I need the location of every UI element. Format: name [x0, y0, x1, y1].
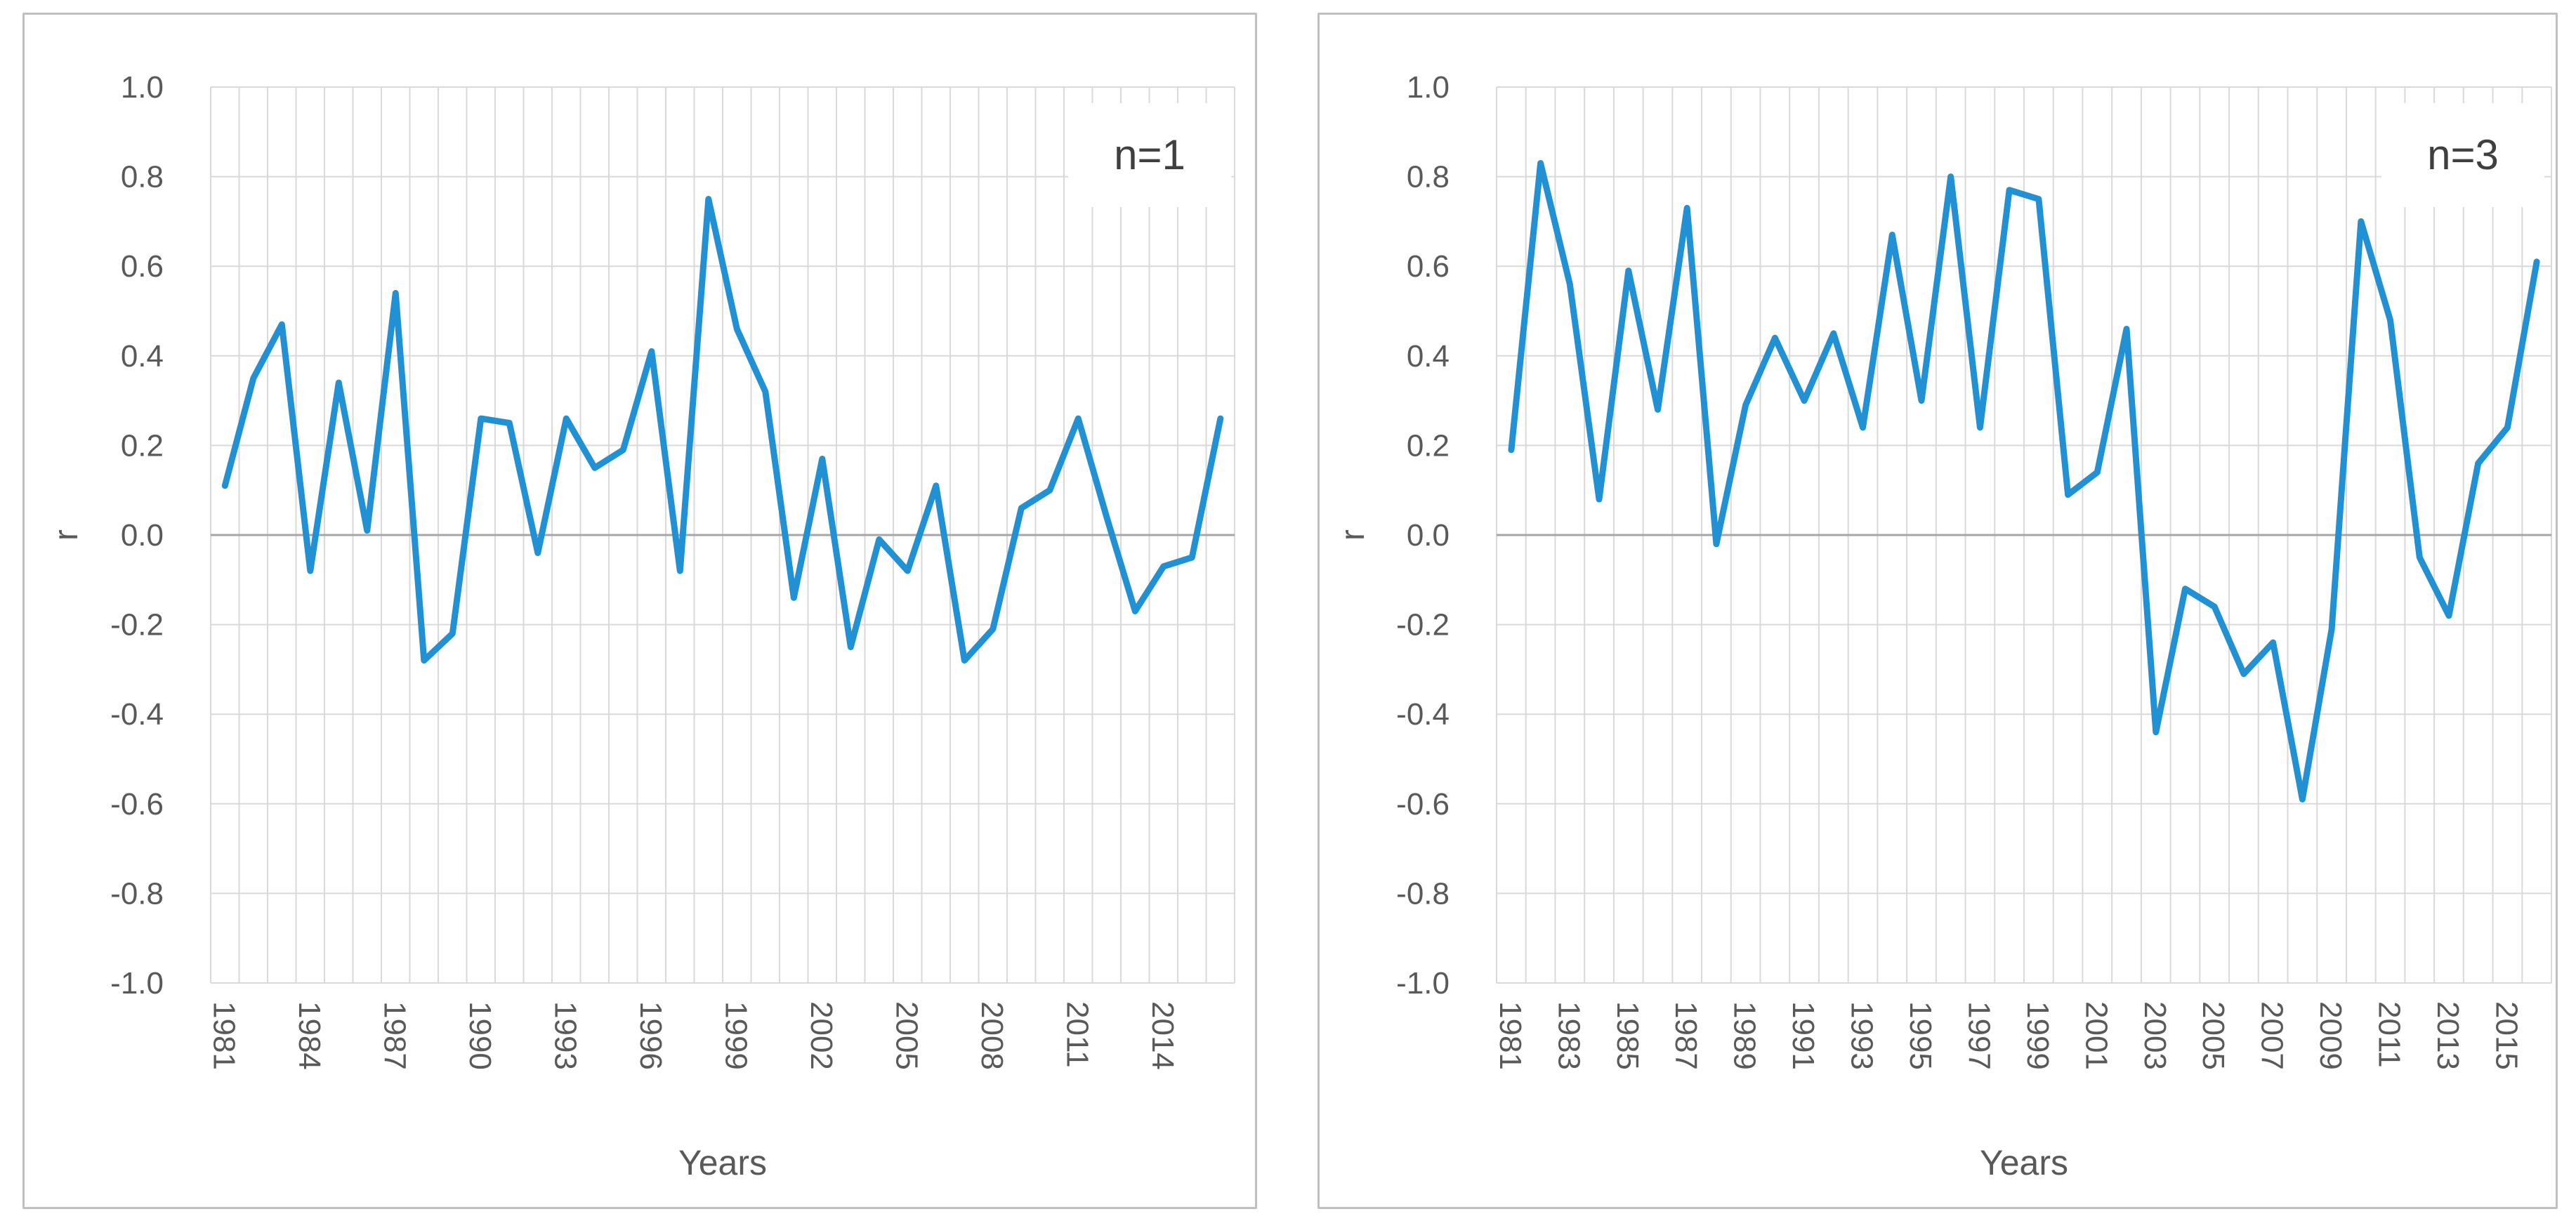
x-tick-label: 2007: [2255, 1001, 2289, 1070]
horizontal-gridlines: [211, 86, 1235, 984]
series-line-n1: [221, 196, 1224, 664]
panel-label-n3: n=3: [2381, 103, 2544, 207]
x-tick-label: 1981: [1493, 1001, 1527, 1070]
x-tick-label: 2014: [1145, 1001, 1180, 1070]
horizontal-gridlines: [1497, 86, 2551, 984]
chart-svg-n1: 1.0 0.8 0.6 0.4 0.2 0.0 -0.2 -0.4 -0.6 -0.8 -1.0 19…: [110, 70, 1235, 1070]
y-tick-label: 1.0: [121, 70, 164, 105]
x-tick-label: 1993: [1845, 1001, 1879, 1070]
x-tick-label: 2015: [2489, 1001, 2523, 1070]
y-tick-label: -0.8: [1396, 876, 1450, 911]
x-tick-label: 2005: [889, 1001, 924, 1070]
y-tick-label: -0.4: [110, 697, 164, 732]
x-tick-label: 1996: [633, 1001, 668, 1070]
x-tick-label: 2002: [804, 1001, 839, 1070]
y-tick-label: 1.0: [1407, 70, 1450, 105]
y-tick-label: -0.8: [110, 876, 164, 911]
y-tick-label: 0.0: [1407, 518, 1450, 553]
y-tick-label: -1.0: [1396, 966, 1450, 1001]
x-tick-label: 1991: [1786, 1001, 1820, 1070]
y-axis-title: r: [48, 529, 85, 541]
x-tick-label: 1985: [1610, 1001, 1645, 1070]
x-tick-label: 1990: [463, 1001, 497, 1070]
x-tick-label: 2011: [2372, 1001, 2407, 1068]
y-tick-label: 0.8: [1407, 160, 1450, 194]
y-tick-label: 0.8: [121, 160, 164, 194]
x-tick-label: 1993: [548, 1001, 582, 1070]
x-tick-label: 2001: [2079, 1001, 2113, 1070]
x-tick-label: 2005: [2196, 1001, 2230, 1070]
y-tick-label: 0.4: [121, 339, 164, 374]
x-tick-label: 2008: [975, 1001, 1009, 1070]
y-tick-label: -0.2: [110, 608, 164, 642]
y-tick-label: -1.0: [110, 966, 164, 1001]
x-tick-label: 1981: [206, 1001, 241, 1070]
x-axis-title: Years: [678, 1143, 768, 1182]
x-tick-label: 1984: [292, 1001, 327, 1070]
x-tick-label: 1999: [718, 1001, 753, 1070]
y-tick-label: 0.2: [1407, 428, 1450, 463]
y-tick-label: -0.6: [1396, 787, 1450, 821]
y-tick-label: 0.0: [121, 518, 164, 553]
x-tick-label: 1987: [1669, 1001, 1703, 1070]
x-tick-labels: 1981 1983 1985 1987 1989 1991 1993 1995 1997 1999…: [1493, 1001, 2524, 1070]
x-tick-label: 2011: [1060, 1001, 1094, 1068]
y-tick-label: 0.2: [121, 428, 164, 463]
y-tick-labels: 1.0 0.8 0.6 0.4 0.2 0.0 -0.2 -0.4 -0.6 -0.8 -1.0: [1396, 70, 1450, 1001]
y-tick-label: 0.6: [1407, 249, 1450, 284]
series-line-n3: [1508, 160, 2540, 803]
chart-panel-n1: 1.0 0.8 0.6 0.4 0.2 0.0 -0.2 -0.4 -0.6 -0.8 -1.0 19…: [22, 13, 1257, 1209]
y-tick-label: 0.4: [1407, 339, 1450, 374]
x-tick-label: 2013: [2431, 1001, 2465, 1070]
x-tick-label: 2009: [2313, 1001, 2348, 1070]
x-tick-label: 1989: [1728, 1001, 1762, 1070]
x-tick-labels: 1981 1984 1987 1990 1993 1996 1999 2002 2005 2008…: [206, 1001, 1180, 1070]
y-axis-title: r: [1334, 529, 1372, 541]
x-tick-label: 1999: [2020, 1001, 2055, 1070]
x-tick-label: 1987: [377, 1001, 412, 1070]
chart-svg-n3: 1.0 0.8 0.6 0.4 0.2 0.0 -0.2 -0.4 -0.6 -0.8 -1.0 19…: [1396, 70, 2552, 1070]
x-tick-label: 1997: [1961, 1001, 1996, 1070]
chart-panel-n3: 1.0 0.8 0.6 0.4 0.2 0.0 -0.2 -0.4 -0.6 -0.8 -1.0 19…: [1317, 13, 2558, 1209]
y-tick-labels: 1.0 0.8 0.6 0.4 0.2 0.0 -0.2 -0.4 -0.6 -0.8 -1.0: [110, 70, 164, 1001]
x-tick-label: 2003: [2138, 1001, 2172, 1070]
y-tick-label: 0.6: [121, 249, 164, 284]
x-tick-label: 1983: [1551, 1001, 1586, 1070]
x-axis-title: Years: [1979, 1143, 2069, 1182]
x-tick-label: 1995: [1903, 1001, 1938, 1070]
y-tick-label: -0.4: [1396, 697, 1450, 732]
y-tick-label: -0.6: [110, 787, 164, 821]
panel-label-n1: n=1: [1068, 103, 1231, 207]
y-tick-label: -0.2: [1396, 608, 1450, 642]
